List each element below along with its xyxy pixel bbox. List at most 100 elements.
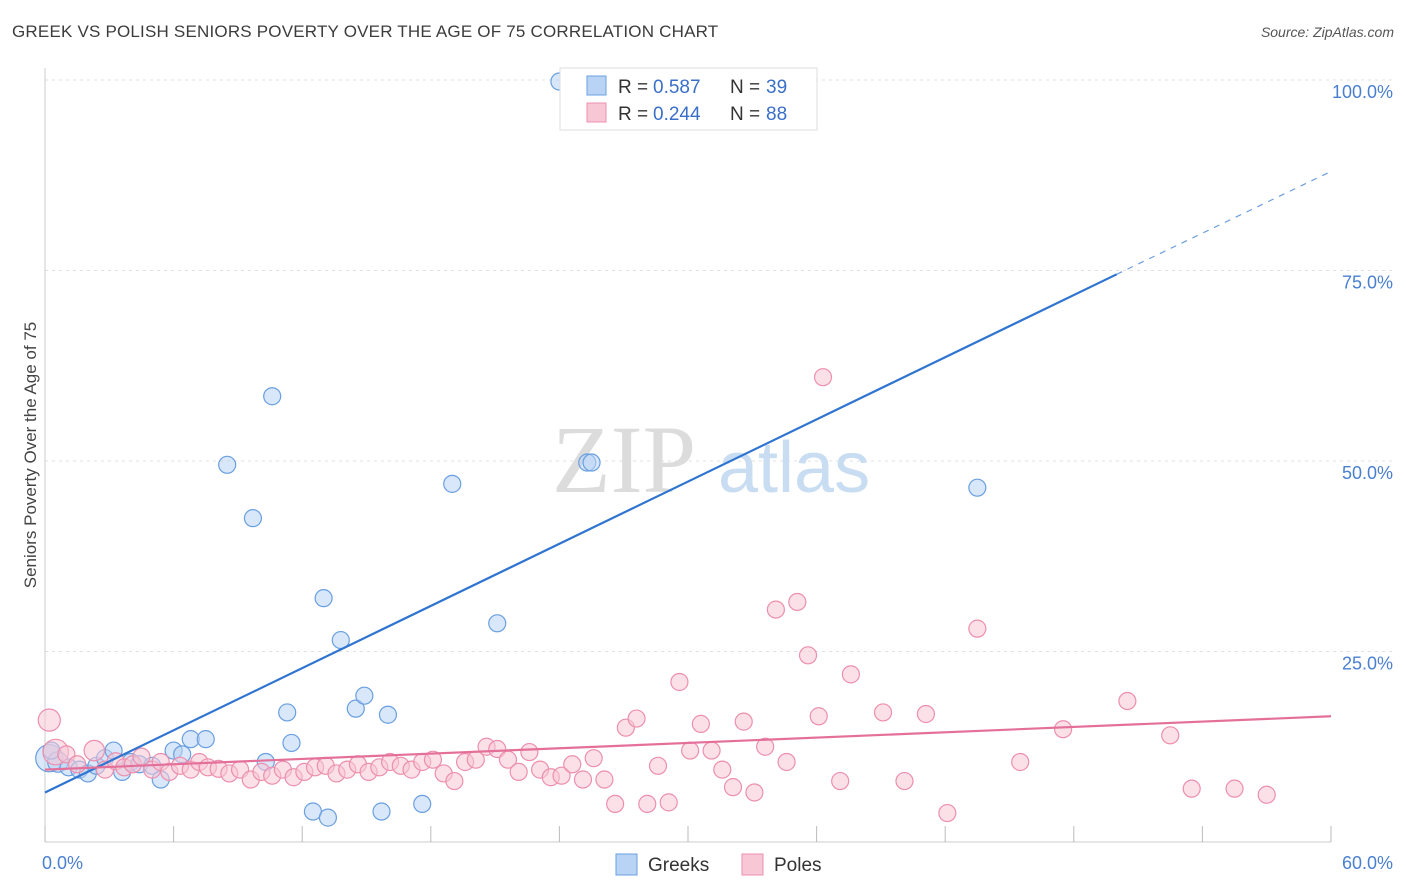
greeks-point-22 (282, 733, 301, 753)
top-legend: R = 0.587 N = 39 R = 0.244 N = 88 (559, 67, 818, 131)
y-tick-label-75: 75.0% (1342, 273, 1393, 293)
bottom-legend-label-poles: Poles (774, 855, 822, 876)
legend-n-value-poles: 88 (766, 104, 787, 125)
poles-point-49 (552, 766, 571, 785)
poles-point-79 (938, 803, 957, 823)
greeks-point-28 (355, 686, 374, 705)
poles-point-71 (788, 592, 807, 612)
poles-point-61 (681, 741, 700, 760)
poles-point-63 (702, 741, 721, 760)
greeks-point-17 (218, 455, 237, 474)
legend-swatch-poles (586, 102, 607, 123)
y-tick-label-50: 50.0% (1342, 463, 1393, 483)
greeks-trend-extension (1116, 170, 1332, 275)
poles-point-4 (83, 739, 106, 762)
poles-point-73 (809, 707, 828, 726)
greeks-point-30 (378, 705, 398, 724)
poles-point-46 (520, 742, 539, 762)
greeks-point-36 (582, 453, 601, 472)
poles-point-81 (1011, 752, 1030, 772)
grid-layer (45, 79, 1392, 652)
bottom-legend-swatch-poles (741, 853, 764, 876)
legend-n-label-greeks: N = (730, 77, 760, 98)
poles-point-69 (766, 600, 785, 619)
poles-point-37 (423, 750, 443, 769)
greeks-point-25 (318, 808, 338, 827)
greeks-trend-line (44, 273, 1118, 794)
y-tick-label-100: 100.0% (1332, 82, 1393, 102)
poles-point-54 (606, 794, 625, 814)
poles-point-80 (968, 619, 987, 638)
greeks-point-33 (488, 614, 507, 633)
series-poles (37, 368, 1276, 823)
poles-point-88 (813, 368, 833, 387)
poles-point-76 (873, 703, 893, 722)
legend-r-label-poles: R = (618, 104, 648, 125)
poles-point-70 (777, 752, 796, 772)
greeks-point-18 (243, 509, 263, 528)
poles-point-65 (723, 778, 743, 797)
greeks-point-32 (443, 474, 462, 493)
greeks-point-29 (372, 802, 391, 821)
poles-point-59 (659, 793, 678, 812)
poles-point-64 (713, 760, 732, 779)
poles-point-3 (68, 755, 87, 774)
chart-title: GREEK VS POLISH SENIORS POVERTY OVER THE… (12, 22, 719, 41)
greeks-point-24 (314, 589, 333, 608)
poles-point-82 (1053, 720, 1073, 739)
y-tick-label-25: 25.0% (1342, 654, 1393, 674)
poles-point-39 (445, 771, 464, 791)
poles-point-72 (798, 646, 818, 665)
bottom-legend-label-greeks: Greeks (648, 855, 709, 876)
poles-point-50 (563, 755, 582, 774)
x-tick-label-max: 60.0% (1342, 853, 1393, 873)
poles-point-66 (734, 712, 753, 731)
poles-point-86 (1225, 779, 1244, 798)
poles-point-60 (670, 672, 689, 692)
legend-swatch-greeks (586, 75, 607, 96)
tick-label-layer: 25.0% 50.0% 75.0% 100.0% 0.0% 60.0% (42, 82, 1393, 873)
greeks-point-31 (413, 794, 432, 814)
poles-point-68 (756, 737, 775, 756)
greeks-point-21 (278, 703, 297, 722)
bottom-legend: Greeks Poles (615, 853, 822, 876)
poles-point-0 (37, 708, 61, 732)
legend-n-label-poles: N = (730, 104, 760, 125)
poles-point-67 (745, 783, 764, 802)
poles-point-56 (627, 709, 646, 728)
greeks-point-16 (196, 730, 215, 749)
poles-point-78 (916, 704, 936, 724)
greeks-point-37 (968, 478, 987, 497)
legend-r-value-greeks: 0.587 (653, 77, 701, 98)
poles-point-53 (595, 770, 614, 789)
poles-point-87 (1257, 785, 1276, 804)
y-axis-label: Seniors Poverty Over the Age of 75 (21, 322, 40, 588)
watermark-zip: ZIP (552, 406, 696, 513)
watermark-atlas: atlas (718, 428, 870, 508)
poles-point-85 (1182, 779, 1201, 798)
poles-point-58 (648, 756, 668, 775)
poles-point-45 (509, 762, 528, 781)
poles-point-52 (584, 749, 603, 768)
poles-point-77 (895, 771, 914, 791)
legend-r-label-greeks: R = (618, 77, 648, 98)
poles-point-51 (573, 770, 593, 789)
poles-point-62 (691, 714, 710, 733)
legend-r-value-poles: 0.244 (653, 104, 701, 125)
poles-point-83 (1118, 691, 1137, 711)
poles-point-75 (841, 665, 860, 684)
poles-point-57 (638, 794, 657, 814)
poles-trend-line (44, 715, 1332, 771)
watermark: ZIP atlas (552, 406, 870, 513)
poles-point-43 (488, 739, 507, 759)
greeks-point-20 (263, 387, 282, 406)
poles-point-74 (831, 771, 850, 791)
bottom-legend-swatch-greeks (615, 853, 638, 876)
legend-n-value-greeks: 39 (766, 77, 787, 98)
chart-source: Source: ZipAtlas.com (1260, 24, 1394, 40)
trend-layer (44, 170, 1332, 794)
greeks-point-27 (346, 699, 365, 718)
points-layer (35, 72, 1276, 827)
x-tick-label-min: 0.0% (42, 853, 83, 873)
